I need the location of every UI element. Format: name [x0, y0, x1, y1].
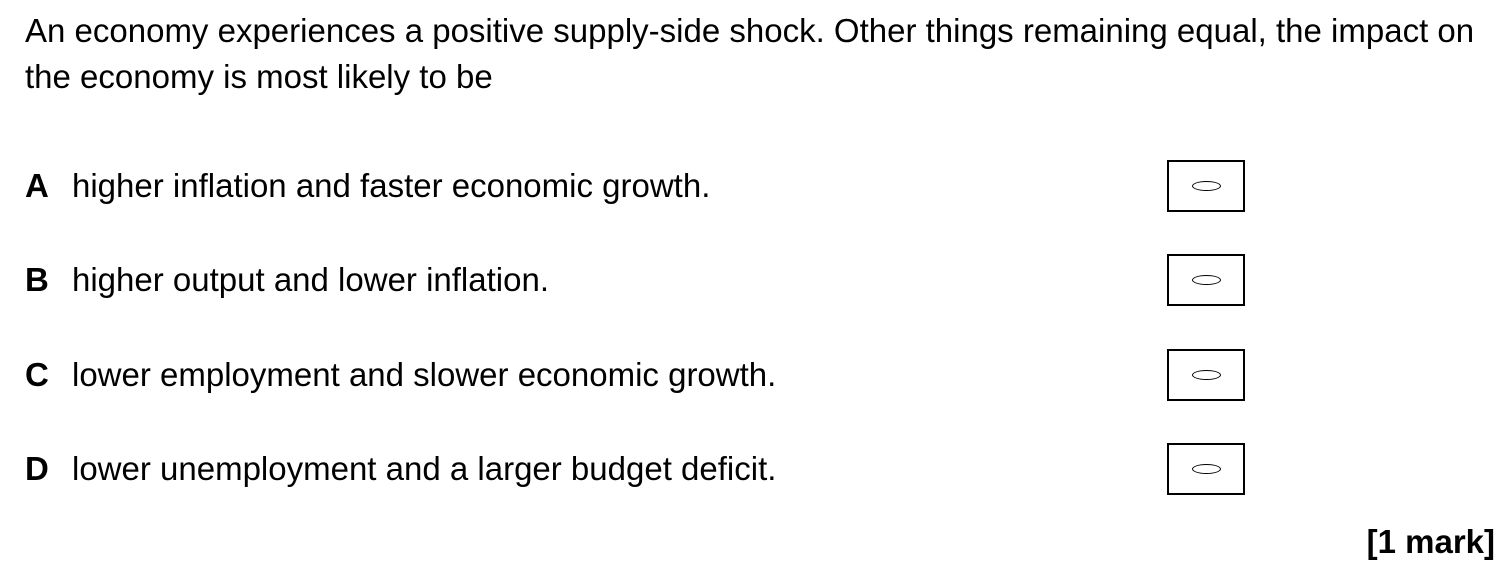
- option-text: higher output and lower inflation.: [72, 261, 549, 298]
- answer-box-a[interactable]: [1167, 160, 1245, 212]
- option-a: A higher inflation and faster economic g…: [25, 160, 1255, 212]
- option-c: C lower employment and slower economic g…: [25, 349, 1255, 401]
- option-letter: A: [25, 167, 49, 204]
- option-text: higher inflation and faster economic gro…: [72, 167, 711, 204]
- answer-box-c[interactable]: [1167, 349, 1245, 401]
- option-letter: B: [25, 261, 49, 298]
- answer-bubble-icon: [1192, 181, 1221, 191]
- question-text: An economy experiences a positive supply…: [25, 12, 1475, 95]
- option-d: D lower unemployment and a larger budget…: [25, 443, 1255, 495]
- answer-bubble-icon: [1192, 275, 1221, 285]
- answer-bubble-icon: [1192, 370, 1221, 380]
- option-letter: C: [25, 356, 49, 393]
- option-b: B higher output and lower inflation.: [25, 254, 1255, 306]
- answer-bubble-icon: [1192, 464, 1221, 474]
- mark-allocation: [1 mark]: [1366, 523, 1495, 560]
- option-text: lower employment and slower economic gro…: [72, 356, 777, 393]
- answer-box-d[interactable]: [1167, 443, 1245, 495]
- option-letter: D: [25, 450, 49, 487]
- option-text: lower unemployment and a larger budget d…: [72, 450, 777, 487]
- answer-box-b[interactable]: [1167, 254, 1245, 306]
